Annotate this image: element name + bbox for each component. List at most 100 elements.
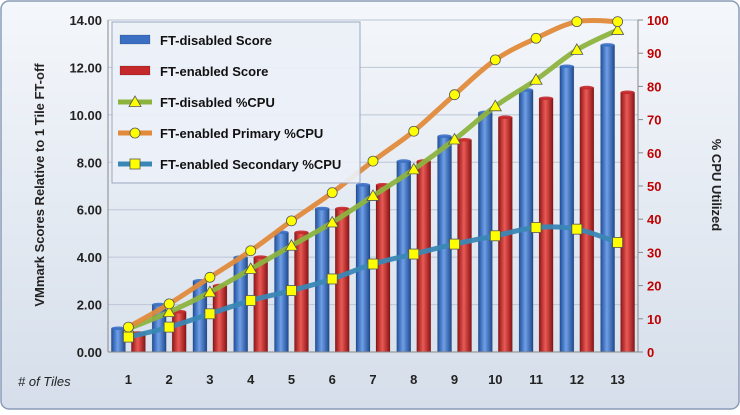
data-point — [162, 305, 176, 318]
data-point — [612, 237, 624, 248]
y2-tick-label: 90 — [647, 46, 661, 61]
bar-cap — [396, 159, 411, 163]
x-tick-label: 3 — [206, 372, 213, 387]
bar — [620, 92, 635, 353]
y-tick-label: 14.00 — [69, 13, 102, 28]
data-point — [488, 99, 502, 112]
y2-tick-label: 40 — [647, 212, 661, 227]
bar-cap — [498, 115, 513, 120]
bar — [518, 89, 534, 353]
y-tick-label: 12.00 — [69, 60, 102, 75]
y-tick-label: 4.00 — [77, 250, 102, 265]
data-point — [122, 321, 134, 333]
y2-axis-title: % CPU Utilized — [709, 139, 724, 232]
data-point — [244, 262, 258, 274]
data-point — [570, 43, 584, 55]
y2-tick-label: 100 — [647, 13, 669, 28]
legend-label: FT-disabled Score — [160, 33, 272, 48]
legend-label: FT-enabled Score — [160, 64, 268, 79]
x-axis-title: # of Tiles — [18, 374, 71, 389]
data-point — [203, 285, 217, 298]
bar-cap — [253, 255, 268, 259]
lines — [121, 16, 625, 343]
y2-tick-label: 80 — [647, 79, 661, 94]
data-point — [163, 321, 175, 333]
bar-cap — [315, 206, 330, 211]
y-tick-label: 10.00 — [69, 108, 102, 123]
data-point — [367, 258, 379, 270]
data-point — [571, 16, 583, 28]
data-point — [447, 132, 462, 145]
legend-swatch — [119, 34, 151, 45]
y-tick-label: 0.00 — [77, 345, 102, 360]
data-point — [326, 187, 338, 199]
y2-tick-label: 30 — [647, 245, 661, 260]
data-point — [530, 222, 542, 233]
bar-cap — [294, 230, 309, 235]
x-tick-label: 12 — [570, 372, 584, 387]
y2-tick-label: 20 — [647, 279, 661, 294]
bar — [579, 87, 595, 353]
data-point — [163, 298, 175, 310]
data-point — [489, 230, 501, 242]
x-tick-label: 1 — [125, 372, 132, 387]
data-point — [326, 273, 338, 285]
data-point — [204, 271, 216, 283]
data-point — [530, 32, 542, 44]
data-point — [449, 238, 460, 250]
legend-label: FT-enabled Primary %CPU — [160, 126, 323, 141]
x-tick-label: 6 — [329, 372, 336, 387]
legend-box — [111, 21, 361, 184]
data-point — [408, 125, 420, 137]
bar-cap — [620, 90, 635, 95]
legend-marker — [129, 158, 141, 170]
y2-tick-label: 70 — [647, 113, 661, 128]
data-point — [571, 223, 583, 235]
legend-marker — [128, 95, 142, 107]
bar-cap — [579, 85, 594, 90]
data-point — [286, 215, 297, 227]
data-point — [408, 248, 420, 260]
x-tick-label: 10 — [488, 372, 502, 387]
y-tick-label: 2.00 — [77, 298, 102, 313]
data-point — [286, 285, 297, 296]
legend: FT-disabled Score FT-enabled Score FT-disa… — [111, 21, 361, 184]
y2-tick-label: 10 — [647, 312, 661, 327]
data-point — [245, 295, 257, 306]
y-tick-label: 8.00 — [77, 155, 102, 170]
y-axis-title: VMmark Scores Relative to 1 Tile FT-off — [32, 63, 47, 307]
bar-cap — [457, 137, 472, 142]
bar — [559, 65, 575, 353]
legend-marker — [129, 127, 141, 139]
x-tick-label: 4 — [247, 372, 255, 387]
data-point — [284, 238, 299, 251]
data-point — [204, 308, 216, 320]
data-point — [245, 245, 257, 257]
legend-label: FT-disabled %CPU — [160, 95, 275, 110]
data-point — [122, 331, 134, 343]
data-point — [325, 215, 339, 228]
x-tick-label: 13 — [610, 372, 624, 387]
bars — [111, 43, 635, 353]
data-point — [407, 162, 421, 175]
bar-cap — [539, 96, 554, 101]
x-tick-label: 11 — [529, 372, 543, 387]
data-point — [610, 23, 625, 35]
legend-swatch — [119, 65, 151, 76]
x-tick-label: 5 — [288, 372, 295, 387]
bar-cap — [356, 183, 370, 187]
x-tick-label: 9 — [451, 372, 458, 387]
bar-cap — [559, 64, 574, 69]
data-point — [449, 89, 460, 101]
axes: 0.00 2.00 4.00 6.00 8.00 10.00 12.00 14.00 0 10 20… — [69, 13, 668, 387]
bar-cap — [335, 206, 350, 211]
data-point — [366, 189, 380, 201]
x-tick-label: 8 — [410, 372, 417, 387]
bar-cap — [437, 134, 452, 138]
bar-cap — [111, 326, 126, 331]
y-tick-label: 6.00 — [77, 203, 102, 218]
data-point — [367, 155, 379, 167]
x-tick-label: 2 — [166, 372, 173, 387]
